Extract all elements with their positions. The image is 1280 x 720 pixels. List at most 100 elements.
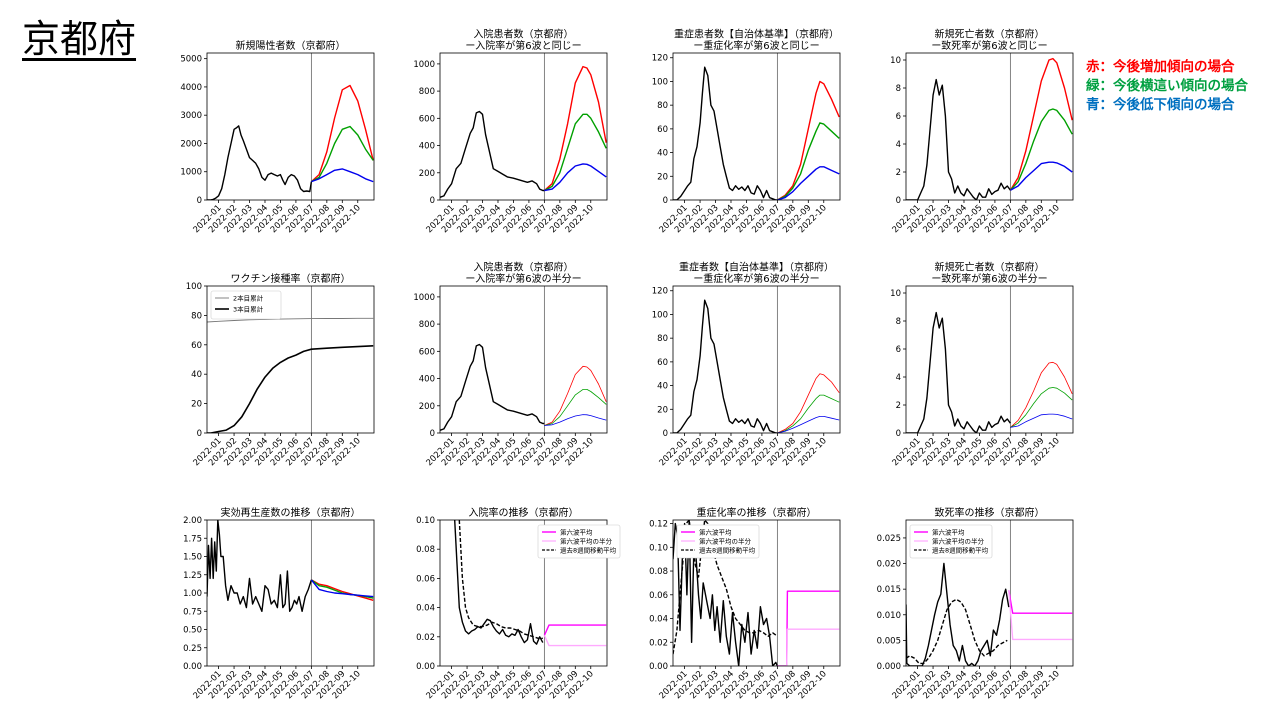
y-tick-label: 1000 (180, 168, 202, 178)
chart-title: ー重症化率が第6波と同じー (693, 39, 819, 52)
series-line-blue (1010, 413, 1073, 428)
chart-p3: 重症患者数【自治体基準】（京都府）ー重症化率が第6波と同じー 0 20 40 60 80 1… (652, 28, 841, 235)
plot-frame (206, 285, 375, 434)
y-tick-label: 800 (419, 87, 435, 97)
y-tick-label: 2 (896, 168, 901, 178)
y-tick-label: 80 (191, 311, 202, 321)
y-tick-label: 0.75 (183, 607, 202, 617)
chart-title: ー入院率が第6波の半分ー (465, 272, 581, 285)
chart-title: 実効再生産数の推移（京都府） (221, 506, 361, 519)
chart-title: 新規陽性者数（京都府） (236, 39, 346, 52)
chart-title: 致死率の推移（京都府） (935, 506, 1045, 519)
legend-label: 過去8週間移動平均 (560, 546, 617, 555)
series-line-red (311, 579, 374, 601)
chart-p6: 入院患者数（京都府）ー入院率が第6波の半分ー020040060080010002… (413, 261, 608, 468)
y-tick-label: 0.005 (877, 636, 901, 646)
series-line-green (777, 122, 840, 200)
series-line-blue (1010, 161, 1073, 191)
chart-title: 入院患者数（京都府） (474, 28, 574, 41)
chart-title: 重症化率の推移（京都府） (697, 506, 817, 519)
y-tick-label: 0.02 (649, 638, 668, 648)
series-line-red (543, 65, 607, 192)
y-tick-label: 1000 (413, 293, 435, 303)
y-tick-label: 40 (191, 370, 202, 380)
series-line-black (440, 343, 545, 431)
chart-title: ー重症化率が第6波の半分ー (693, 272, 819, 285)
plot-frame (439, 52, 608, 201)
y-tick-label: 0.00 (416, 662, 435, 672)
chart-p10: 入院率の推移（京都府）0.000.020.040.060.080.102022-… (416, 506, 621, 701)
y-tick-label: 100 (186, 282, 202, 292)
y-tick-label: 1.75 (183, 534, 202, 544)
chart-p4: 新規死亡者数（京都府）ー致死率が第6波と同じー02468102022-01202… (890, 28, 1074, 235)
legend-label: 過去8週間移動平均 (932, 546, 989, 555)
y-tick-label: 0.08 (649, 567, 668, 577)
series-line-pink (1008, 590, 1073, 641)
series-line-blue (777, 166, 840, 200)
y-tick-label: 0.02 (416, 633, 435, 643)
series-line-red (544, 365, 607, 426)
y-tick-label: 20 (657, 172, 668, 182)
y-tick-label: 60 (657, 358, 668, 368)
y-tick-label: 0.00 (649, 662, 668, 672)
series-line-blue (310, 579, 374, 598)
legend: 2本目累計 3本目累計 (210, 290, 282, 320)
chart-p2: 入院患者数（京都府）ー入院率が第6波と同じー020040060080010002… (413, 28, 608, 235)
series-line-blue (311, 168, 374, 183)
plot-frame (905, 519, 1074, 667)
series-line-magenta (1008, 590, 1073, 614)
y-tick-label: 8 (896, 84, 901, 94)
y-tick-label: 0 (663, 429, 668, 439)
y-tick-label: 0.04 (649, 615, 668, 625)
y-tick-label: 0.12 (649, 520, 668, 530)
chart-title: ー致死率が第6波と同じー (931, 39, 1047, 52)
y-tick-label: 5000 (180, 55, 202, 65)
y-tick-label: 400 (419, 375, 435, 385)
series-line-black (906, 562, 1010, 666)
y-tick-label: 0 (663, 196, 668, 206)
series-line-blue (544, 414, 607, 426)
y-tick-label: 40 (657, 149, 668, 159)
y-tick-label: 2.00 (183, 516, 202, 526)
y-tick-label: 6 (896, 345, 901, 355)
y-tick-label: 0.10 (416, 516, 435, 526)
y-tick-label: 200 (419, 402, 435, 412)
plot-frame (439, 285, 608, 434)
series-line-black (906, 598, 1008, 665)
series-line-black (673, 520, 777, 655)
y-tick-label: 40 (657, 382, 668, 392)
series-line-black (454, 520, 544, 645)
chart-title: ー入院率が第6波と同じー (465, 39, 581, 52)
legend-label: 第六波平均 (932, 528, 965, 537)
chart-p11: 重症化率の推移（京都府） 0.00 0.02 0.04 0.06 0.08 0.10 0.12… (649, 506, 841, 701)
series-line-green (1010, 387, 1073, 428)
note-green: 緑：今後横這い傾向の場合 (1086, 78, 1248, 94)
legend-label: 第六波平均の半分 (932, 537, 985, 546)
legend-label: 第六波平均の半分 (560, 537, 613, 546)
series-line-magenta (543, 624, 607, 636)
plot-frame (672, 519, 841, 667)
y-tick-label: 100 (652, 310, 668, 320)
y-tick-label: 200 (419, 169, 435, 179)
series-line-red (1010, 361, 1073, 428)
plot-frame (206, 52, 375, 201)
plot-frame (439, 519, 608, 667)
note-blue: 青：今後低下傾向の場合 (1086, 97, 1235, 113)
series-line-green (544, 113, 607, 192)
series-line-black (673, 66, 778, 200)
chart-title: 重症患者数【自治体基準】（京都府） (674, 28, 839, 41)
series-line-black (458, 520, 543, 639)
chart-title: 新規死亡者数（京都府） (935, 261, 1045, 274)
y-tick-label: 400 (419, 142, 435, 152)
y-tick-label: 0 (197, 196, 202, 206)
y-tick-label: 20 (191, 400, 202, 410)
y-tick-label: 0.010 (877, 611, 901, 621)
y-tick-label: 4000 (180, 83, 202, 93)
chart-title: 入院患者数（京都府） (474, 261, 574, 274)
chart-p9: 実効再生産数の推移（京都府） 0.00 0.25 0.50 0.75 1.00 1.25 1.… (183, 506, 375, 701)
chart-title: ー致死率が第6波の半分ー (931, 272, 1047, 285)
